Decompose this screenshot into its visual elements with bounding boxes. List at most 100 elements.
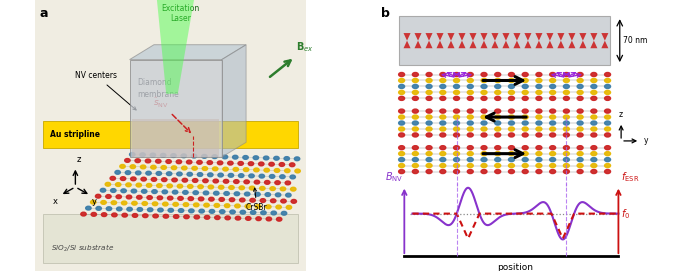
Ellipse shape <box>136 195 142 199</box>
Ellipse shape <box>549 115 556 119</box>
Ellipse shape <box>168 196 173 200</box>
Ellipse shape <box>440 91 446 95</box>
Ellipse shape <box>563 158 569 162</box>
Ellipse shape <box>440 152 446 156</box>
Ellipse shape <box>467 170 473 173</box>
Text: Excitation
Laser: Excitation Laser <box>162 4 199 24</box>
Ellipse shape <box>522 91 528 95</box>
Ellipse shape <box>141 177 147 181</box>
Ellipse shape <box>495 72 501 76</box>
Ellipse shape <box>412 85 419 88</box>
Ellipse shape <box>229 186 234 189</box>
Ellipse shape <box>605 121 610 125</box>
Polygon shape <box>403 41 410 48</box>
Ellipse shape <box>481 152 487 156</box>
Ellipse shape <box>591 170 597 173</box>
Ellipse shape <box>426 164 432 167</box>
Ellipse shape <box>591 115 597 119</box>
Ellipse shape <box>244 180 249 184</box>
Ellipse shape <box>135 159 140 163</box>
Ellipse shape <box>222 155 227 159</box>
Ellipse shape <box>412 96 419 100</box>
Ellipse shape <box>188 197 194 201</box>
Ellipse shape <box>453 96 460 100</box>
Ellipse shape <box>467 152 473 156</box>
Ellipse shape <box>286 205 292 209</box>
Text: Au stripline: Au stripline <box>49 130 99 139</box>
Ellipse shape <box>240 210 245 214</box>
Ellipse shape <box>280 187 286 191</box>
Ellipse shape <box>522 72 528 76</box>
Polygon shape <box>425 33 432 41</box>
Ellipse shape <box>132 189 136 193</box>
Ellipse shape <box>115 170 121 174</box>
Polygon shape <box>558 41 564 48</box>
Ellipse shape <box>214 216 220 220</box>
Ellipse shape <box>549 164 556 167</box>
Ellipse shape <box>467 85 473 88</box>
Ellipse shape <box>549 109 556 113</box>
Ellipse shape <box>440 170 446 173</box>
Ellipse shape <box>194 203 199 207</box>
Ellipse shape <box>399 85 405 88</box>
Ellipse shape <box>130 165 136 169</box>
Ellipse shape <box>549 152 556 156</box>
Text: position: position <box>497 263 534 271</box>
Ellipse shape <box>136 171 141 175</box>
Ellipse shape <box>549 79 556 82</box>
Ellipse shape <box>605 72 610 76</box>
Polygon shape <box>436 41 443 48</box>
Text: z: z <box>619 110 623 119</box>
Ellipse shape <box>202 167 208 170</box>
Ellipse shape <box>81 212 86 216</box>
Ellipse shape <box>266 217 271 221</box>
Ellipse shape <box>125 159 130 162</box>
Ellipse shape <box>230 210 235 214</box>
Ellipse shape <box>271 199 276 203</box>
Ellipse shape <box>508 127 514 131</box>
Ellipse shape <box>536 96 542 100</box>
Ellipse shape <box>178 196 183 200</box>
Ellipse shape <box>591 85 597 88</box>
Ellipse shape <box>426 133 432 137</box>
Ellipse shape <box>160 153 166 157</box>
Ellipse shape <box>260 186 265 190</box>
Ellipse shape <box>481 170 487 173</box>
Ellipse shape <box>91 212 97 216</box>
Ellipse shape <box>162 178 167 182</box>
Ellipse shape <box>522 170 528 173</box>
Ellipse shape <box>412 146 419 150</box>
Ellipse shape <box>110 176 116 180</box>
Ellipse shape <box>197 160 202 164</box>
Text: $\mathbf{B}_{ex}$: $\mathbf{B}_{ex}$ <box>296 40 314 54</box>
Ellipse shape <box>281 199 286 203</box>
Ellipse shape <box>203 191 209 195</box>
Ellipse shape <box>605 96 610 100</box>
Polygon shape <box>547 41 553 48</box>
Ellipse shape <box>426 91 432 95</box>
Ellipse shape <box>155 159 161 163</box>
Ellipse shape <box>106 207 112 211</box>
Ellipse shape <box>495 164 501 167</box>
Ellipse shape <box>591 96 597 100</box>
Ellipse shape <box>192 166 197 170</box>
Ellipse shape <box>549 121 556 125</box>
Ellipse shape <box>536 133 542 137</box>
Ellipse shape <box>481 109 487 113</box>
Ellipse shape <box>577 91 583 95</box>
Ellipse shape <box>120 164 125 168</box>
Ellipse shape <box>536 91 542 95</box>
Polygon shape <box>547 33 553 41</box>
Ellipse shape <box>549 72 556 76</box>
Ellipse shape <box>426 96 432 100</box>
Ellipse shape <box>508 72 514 76</box>
Ellipse shape <box>549 96 556 100</box>
Ellipse shape <box>591 91 597 95</box>
Ellipse shape <box>577 133 583 137</box>
Ellipse shape <box>412 133 419 137</box>
Ellipse shape <box>495 91 501 95</box>
Polygon shape <box>447 41 455 48</box>
Ellipse shape <box>605 79 610 82</box>
Ellipse shape <box>295 169 300 173</box>
Ellipse shape <box>412 121 419 125</box>
